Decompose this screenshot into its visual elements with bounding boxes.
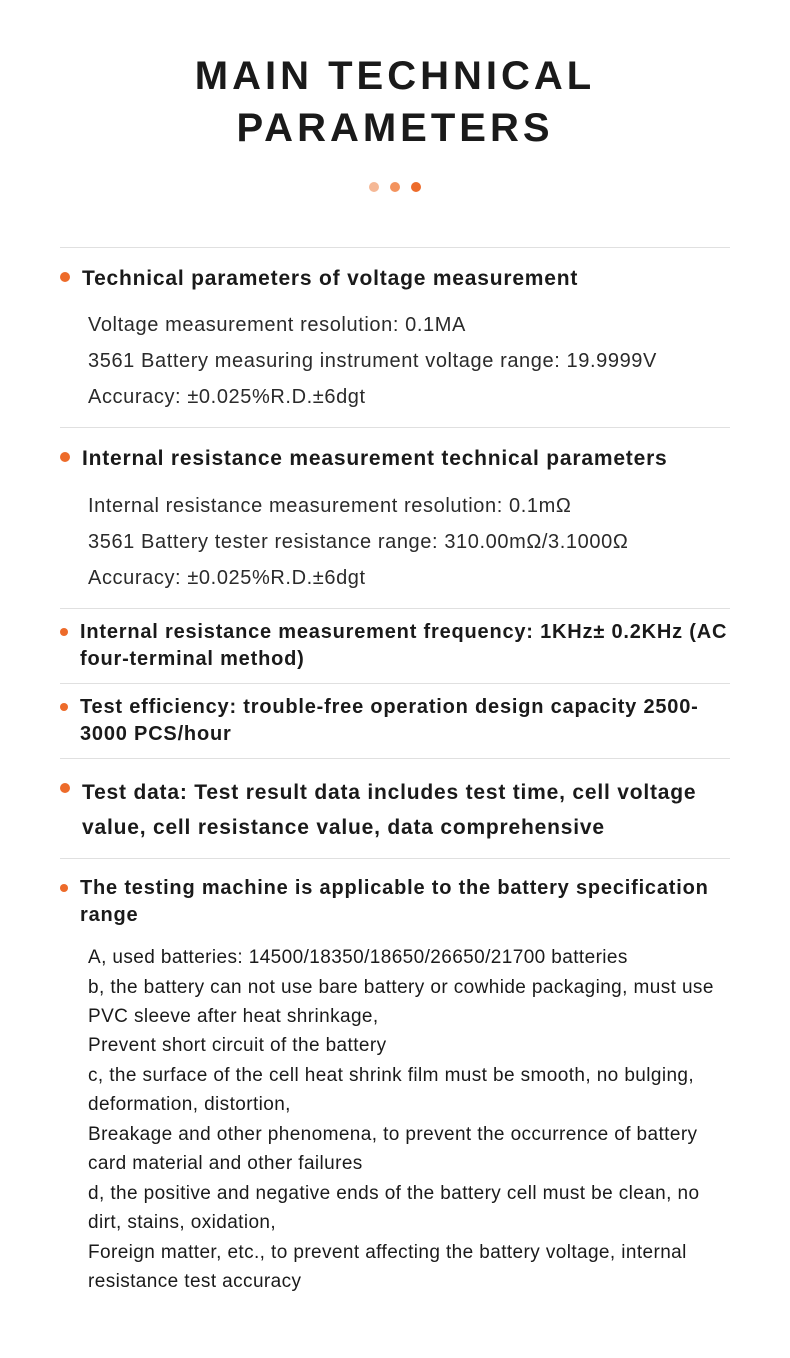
dot-icon — [390, 182, 400, 192]
section-efficiency: Test efficiency: trouble-free operation … — [60, 683, 730, 758]
spec-line: Accuracy: ±0.025%R.D.±6dgt — [88, 560, 730, 596]
section-title: Test data: Test result data includes tes… — [82, 775, 730, 846]
section-title: Internal resistance measurement frequenc… — [80, 619, 730, 673]
bullet-icon — [60, 628, 68, 636]
spec-line: 3561 Battery tester resistance range: 31… — [88, 524, 730, 560]
bullet-icon — [60, 272, 70, 282]
section-frequency: Internal resistance measurement frequenc… — [60, 608, 730, 683]
spec-line: Voltage measurement resolution: 0.1MA — [88, 307, 730, 343]
section-resistance: Internal resistance measurement technica… — [60, 427, 730, 607]
decorative-dots — [60, 179, 730, 197]
section-voltage: Technical parameters of voltage measurem… — [60, 247, 730, 427]
section-test-data: Test data: Test result data includes tes… — [60, 758, 730, 858]
section-applicability: The testing machine is applicable to the… — [60, 858, 730, 1308]
section-title: Technical parameters of voltage measurem… — [82, 264, 578, 293]
bullet-icon — [60, 703, 68, 711]
section-title: Internal resistance measurement technica… — [82, 444, 668, 473]
spec-line: Accuracy: ±0.025%R.D.±6dgt — [88, 379, 730, 415]
dot-icon — [369, 182, 379, 192]
section-body: Voltage measurement resolution: 0.1MA 35… — [60, 307, 730, 415]
section-title: Test efficiency: trouble-free operation … — [80, 694, 730, 748]
spec-line: Internal resistance measurement resoluti… — [88, 488, 730, 524]
page-title: MAIN TECHNICAL PARAMETERS — [60, 50, 730, 154]
section-body: A, used batteries: 14500/18350/18650/266… — [60, 943, 730, 1296]
bullet-icon — [60, 452, 70, 462]
bullet-icon — [60, 884, 68, 892]
section-body: Internal resistance measurement resoluti… — [60, 488, 730, 596]
spec-line: 3561 Battery measuring instrument voltag… — [88, 343, 730, 379]
bullet-icon — [60, 783, 70, 793]
section-title: The testing machine is applicable to the… — [80, 875, 730, 929]
dot-icon — [411, 182, 421, 192]
